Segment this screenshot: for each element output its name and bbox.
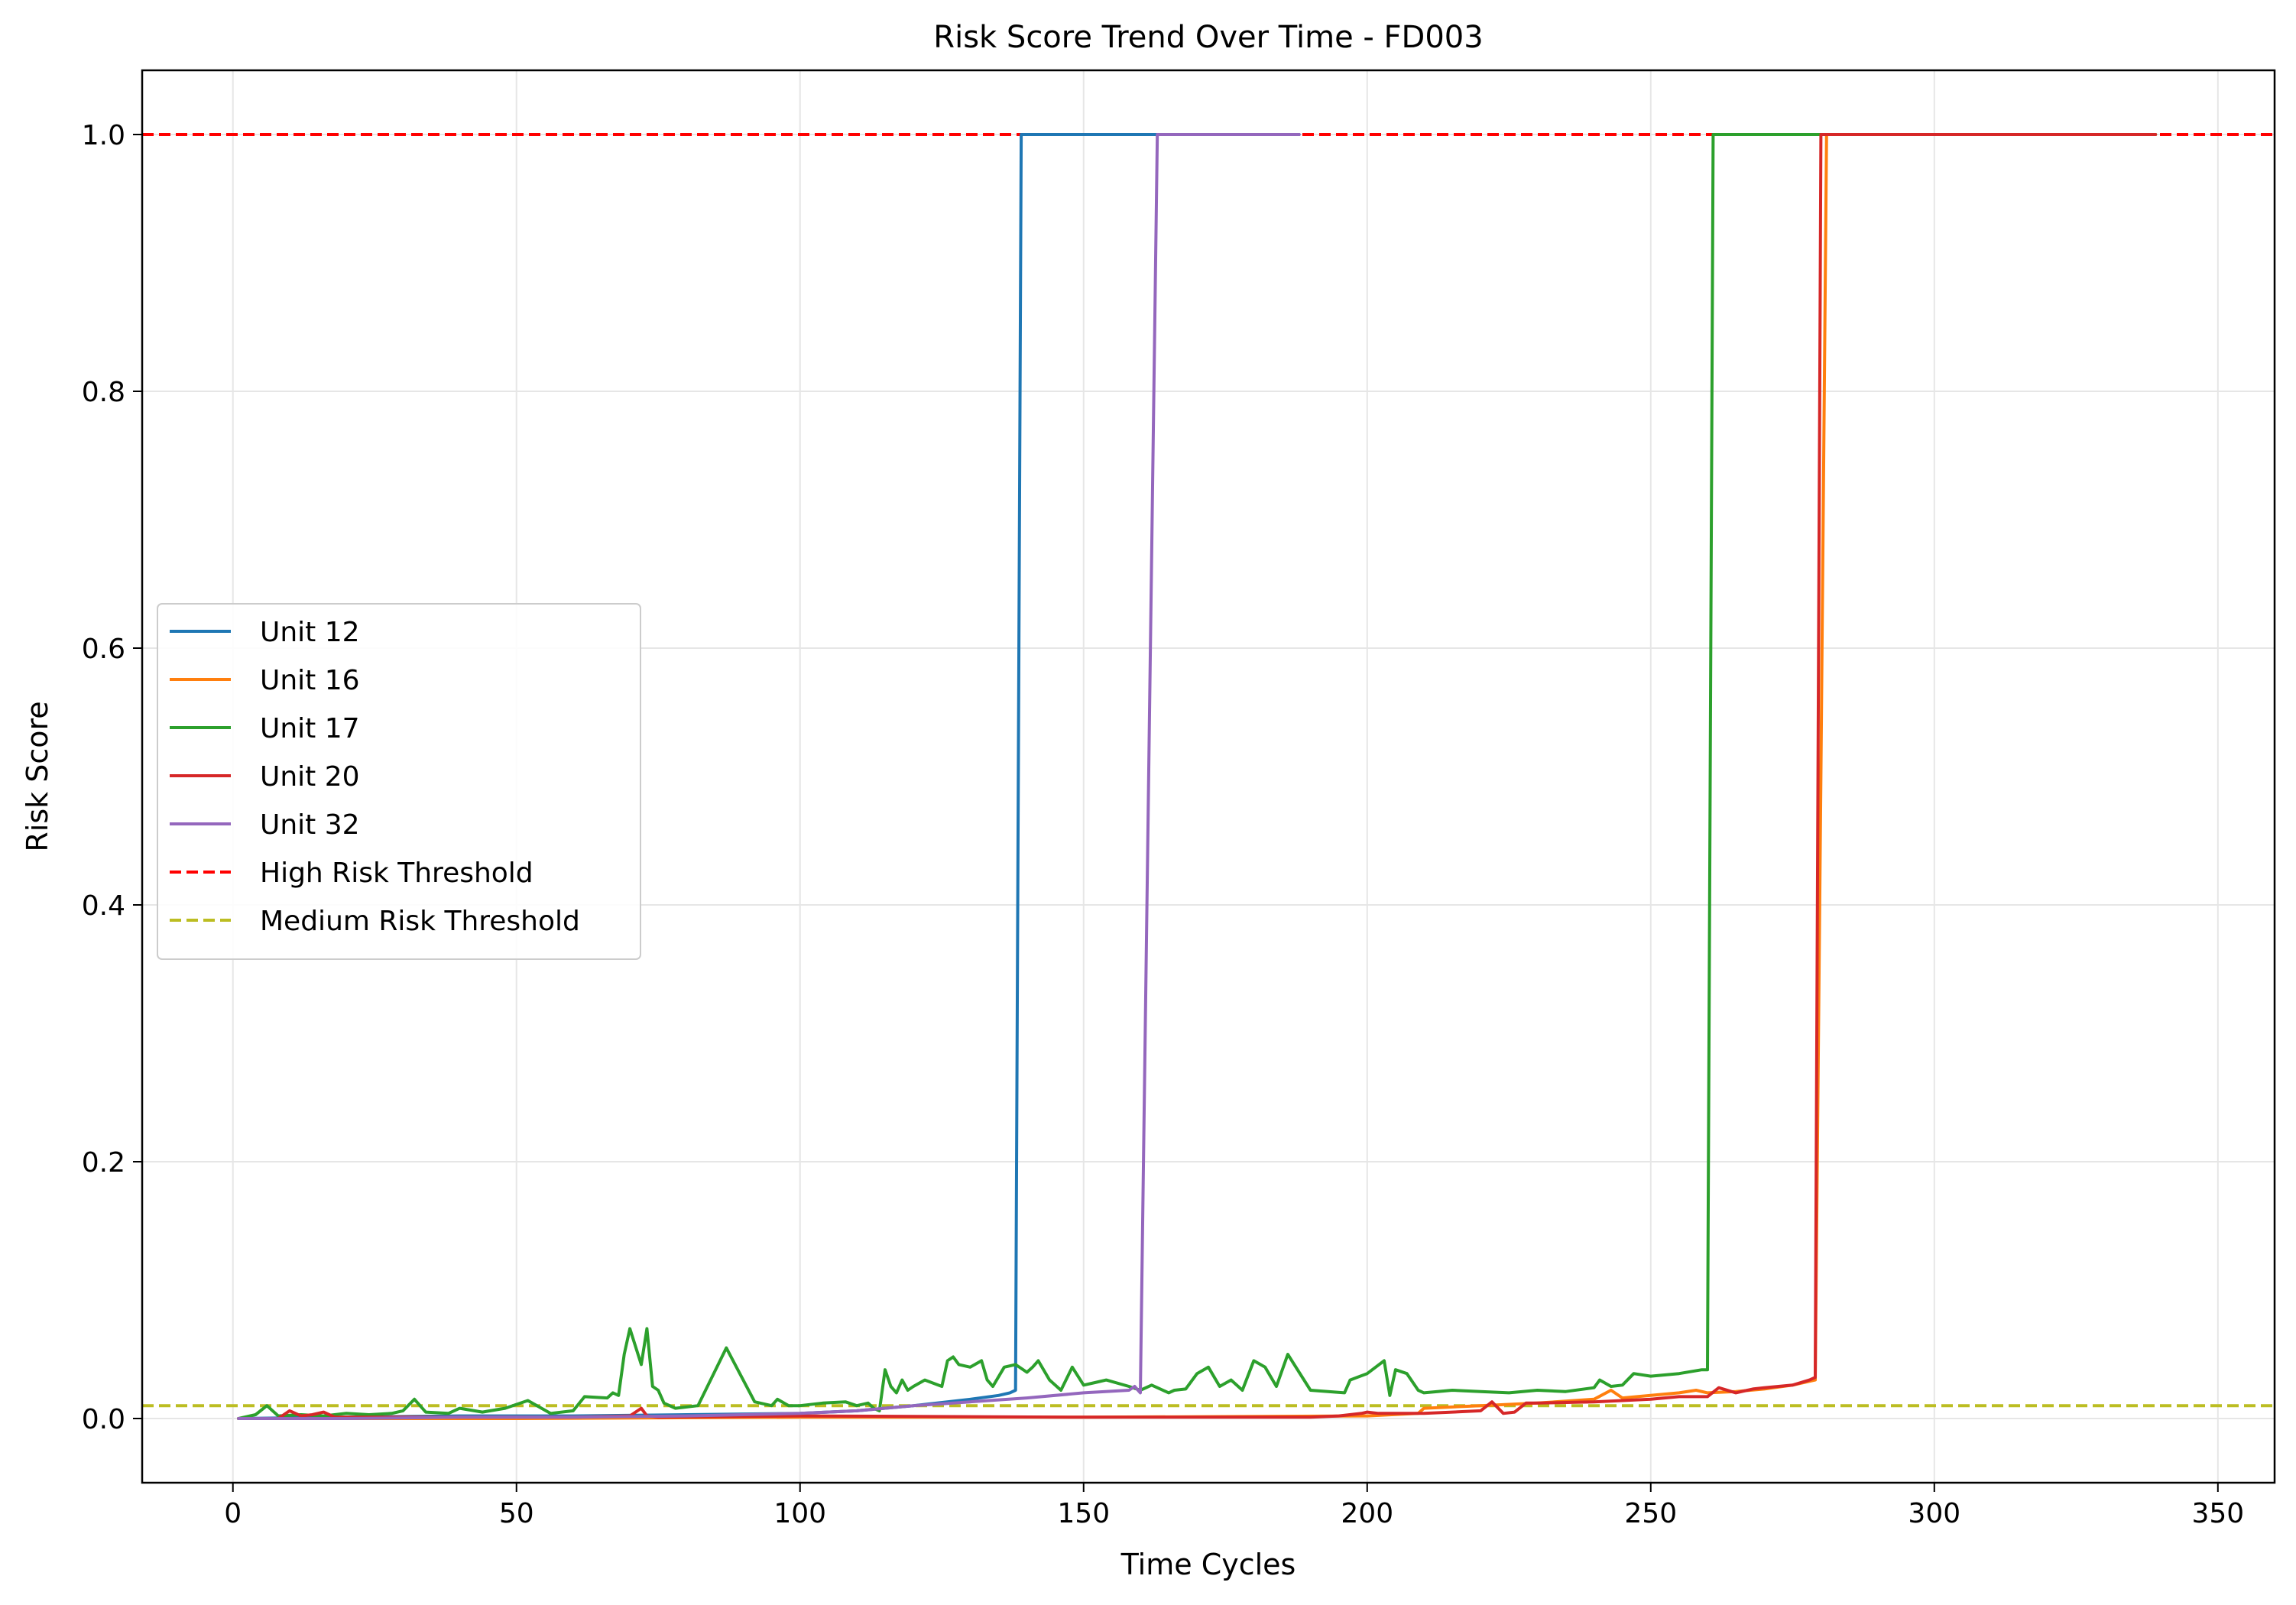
legend-box [157, 603, 641, 960]
y-tick-label: 0.6 [82, 634, 125, 665]
x-tick-label: 100 [773, 1498, 826, 1529]
legend-label: Unit 16 [260, 665, 360, 696]
x-tick-label: 300 [1908, 1498, 1960, 1529]
series-line-unit-32 [237, 133, 1301, 1420]
legend-label: Unit 32 [260, 809, 360, 841]
y-axis-label: Risk Score [21, 701, 54, 851]
x-tick-label: 50 [499, 1498, 534, 1529]
series-line-unit-17 [237, 133, 2158, 1420]
y-tick-label: 0.8 [82, 377, 125, 408]
series-lines [237, 133, 2158, 1420]
chart-title: Risk Score Trend Over Time - FD003 [933, 20, 1483, 55]
legend-label: Unit 17 [260, 713, 360, 744]
y-tick-label: 0.2 [82, 1147, 125, 1179]
legend-label: Medium Risk Threshold [260, 906, 580, 937]
x-axis-ticks: 0 50 100 150 200 250 300 350 [224, 1483, 2244, 1529]
x-tick-label: 0 [224, 1498, 242, 1529]
legend-label: Unit 12 [260, 617, 360, 648]
x-tick-label: 250 [1624, 1498, 1677, 1529]
x-tick-label: 200 [1341, 1498, 1393, 1529]
x-tick-label: 150 [1057, 1498, 1110, 1529]
legend-label: High Risk Threshold [260, 858, 533, 889]
y-tick-label: 1.0 [82, 120, 125, 151]
legend-label: Unit 20 [260, 761, 360, 793]
series-line-unit-16 [237, 133, 2158, 1420]
legend: Unit 12 Unit 16 Unit 17 Unit 20 Unit 32 High … [157, 603, 641, 960]
y-axis-ticks: 0.0 0.2 0.4 0.6 0.8 1.0 [82, 120, 142, 1435]
x-axis-label: Time Cycles [1120, 1548, 1296, 1581]
plot-frame [141, 69, 2276, 1484]
y-tick-label: 0.0 [82, 1404, 125, 1435]
y-tick-label: 0.4 [82, 890, 125, 922]
x-tick-label: 350 [2191, 1498, 2244, 1529]
